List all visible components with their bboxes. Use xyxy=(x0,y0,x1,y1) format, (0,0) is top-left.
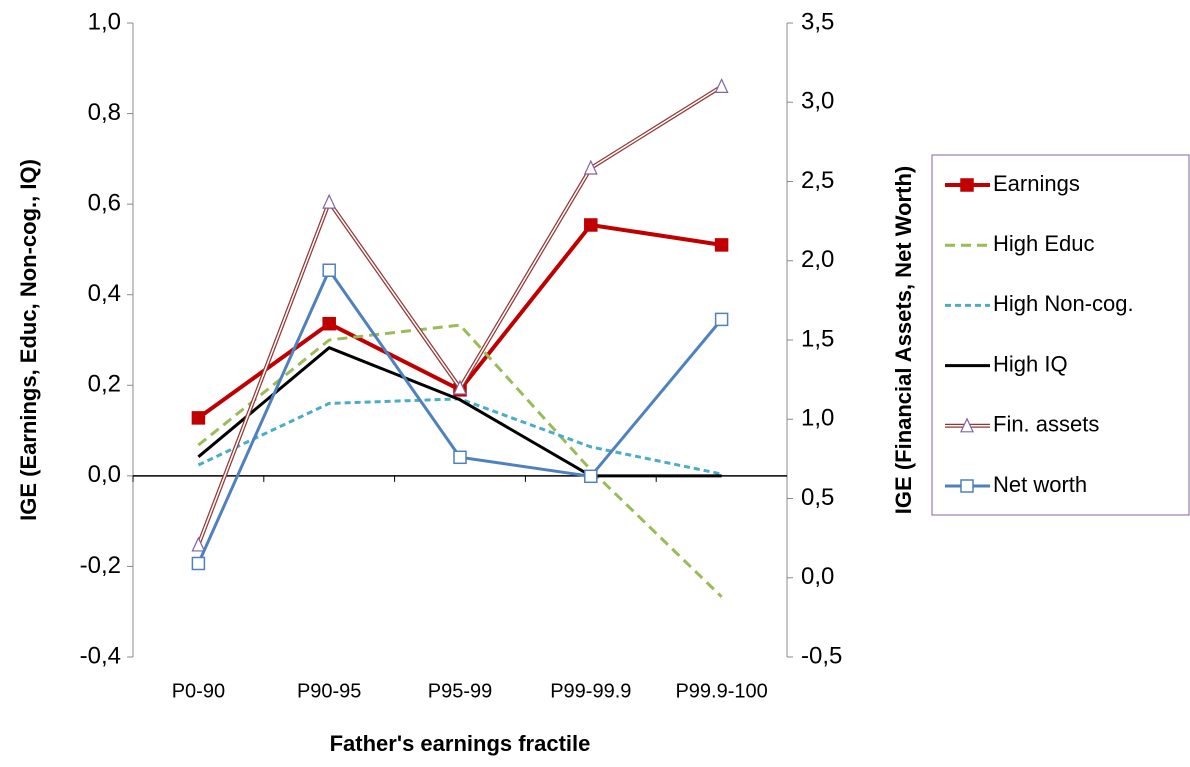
y-tick-label: 0,4 xyxy=(88,280,121,307)
marker xyxy=(583,159,598,175)
x-tick-label: P90-95 xyxy=(297,680,362,702)
legend-label: High Educ xyxy=(993,231,1095,256)
legend-label: Fin. assets xyxy=(993,412,1099,437)
y2-tick-label: 2,5 xyxy=(801,167,834,194)
y-tick-label: 0,6 xyxy=(88,189,121,216)
y-tick-label: -0,2 xyxy=(80,552,121,579)
y2-tick-label: 3,5 xyxy=(801,8,834,35)
marker xyxy=(322,316,336,331)
legend-label: High IQ xyxy=(993,351,1068,376)
legend-marker xyxy=(960,178,974,192)
y2-tick-label: 0,0 xyxy=(801,563,834,590)
y-tick-label: 1,0 xyxy=(88,8,121,35)
legend-box xyxy=(931,154,1190,516)
x-tick-label: P99-99.9 xyxy=(550,680,631,702)
marker xyxy=(191,411,206,425)
marker xyxy=(453,379,467,395)
legend-label: High Non-cog. xyxy=(993,291,1134,316)
x-tick-label: P99.9-100 xyxy=(675,680,767,702)
marker xyxy=(453,450,467,465)
x-tick-label: P0-90 xyxy=(172,680,225,702)
y-axis-title: IGE (Earnings, Educ, Non-cog., IQ) xyxy=(16,159,41,521)
y-tick-label: 0,2 xyxy=(88,371,121,398)
y2-tick-label: 3,0 xyxy=(801,88,834,115)
y2-axis-title: IGE (Financial Assets, Net Worth) xyxy=(891,166,916,514)
marker xyxy=(191,536,206,552)
marker xyxy=(584,469,598,484)
legend-label: Net worth xyxy=(993,472,1087,497)
y2-tick-label: -0,5 xyxy=(801,642,842,669)
y2-tick-label: 1,0 xyxy=(801,405,834,432)
marker xyxy=(322,193,337,209)
y2-tick-label: 1,5 xyxy=(801,325,834,352)
x-tick-label: P95-99 xyxy=(428,680,493,702)
marker xyxy=(191,556,206,571)
y-tick-label: -0,4 xyxy=(80,642,121,669)
y2-tick-label: 2,0 xyxy=(801,246,834,273)
legend-label: Earnings xyxy=(993,171,1080,196)
series-line xyxy=(197,346,722,478)
legend-marker xyxy=(960,417,974,433)
x-axis-title: Father's earnings fractile xyxy=(330,731,591,756)
marker xyxy=(322,263,336,278)
marker xyxy=(714,77,729,93)
legend-marker xyxy=(960,479,974,493)
marker xyxy=(584,218,598,232)
y-tick-label: 0,8 xyxy=(88,99,121,126)
marker xyxy=(714,238,729,252)
marker xyxy=(714,312,729,327)
y2-tick-label: 0,5 xyxy=(801,484,834,511)
y-tick-label: 0,0 xyxy=(88,461,121,488)
